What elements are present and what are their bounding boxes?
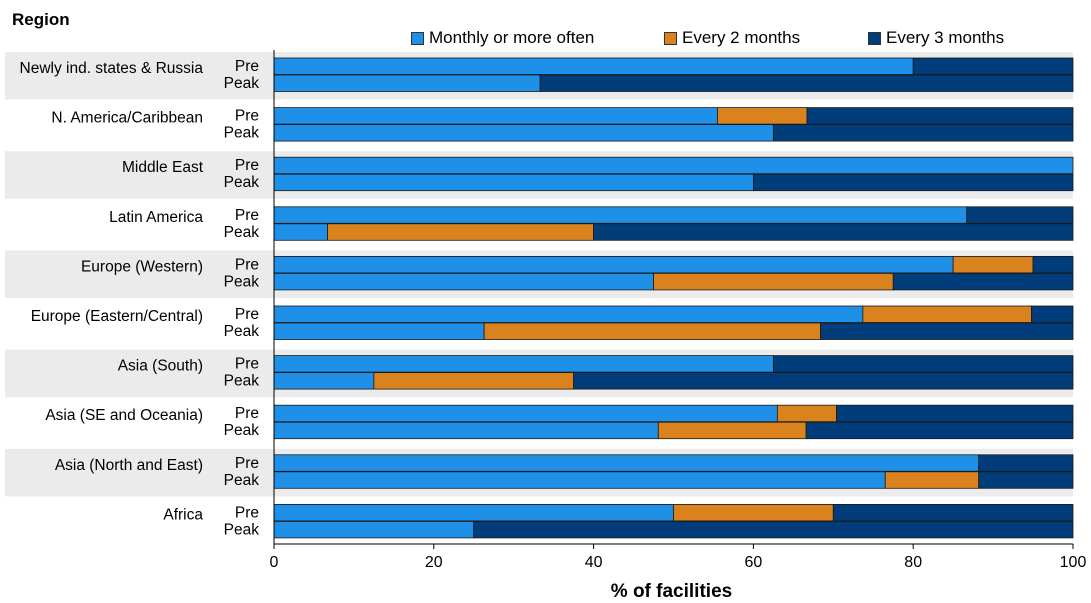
bar-segment-every-3-months xyxy=(978,471,1074,489)
bar-segment-every-3-months xyxy=(806,107,1074,125)
bar-segment-every-3-months xyxy=(836,404,1074,423)
bar-segment-every-3-months xyxy=(593,223,1074,241)
x-tick-label: 40 xyxy=(585,554,603,571)
bar-label-pre: Pre xyxy=(235,58,259,75)
bar-segment-monthly xyxy=(273,156,1074,175)
bar-segment-every-3-months xyxy=(805,421,1074,440)
legend-swatch-every-3-months xyxy=(868,31,881,45)
bar-segment-monthly xyxy=(273,272,654,291)
region-label: N. America/Caribbean xyxy=(51,110,203,127)
legend-swatch-every-2-months xyxy=(664,31,677,45)
region-label: Africa xyxy=(163,506,203,523)
bar-segment-every-3-months xyxy=(772,124,1074,142)
bar-label-peak: Peak xyxy=(224,125,260,142)
bar-segment-monthly xyxy=(273,107,718,125)
bar-label-peak: Peak xyxy=(224,472,260,489)
region-label: Asia (North and East) xyxy=(55,457,203,474)
bar-segment-every-3-months xyxy=(912,57,1074,75)
legend-label-monthly: Monthly or more often xyxy=(429,28,595,47)
bar-segment-monthly xyxy=(273,322,485,340)
bar-label-pre: Pre xyxy=(235,405,259,422)
region-header: Region xyxy=(12,10,70,29)
legend-label-every-3-months: Every 3 months xyxy=(886,28,1005,47)
bar-segment-monthly xyxy=(273,404,778,423)
bar-segment-monthly xyxy=(273,206,968,224)
bar-segment-every-2-months xyxy=(776,404,837,423)
bar-segment-every-3-months xyxy=(892,272,1074,291)
bar-segment-monthly xyxy=(273,355,774,373)
bar-segment-every-2-months xyxy=(862,305,1032,323)
bar-segment-every-3-months xyxy=(1031,305,1074,323)
bar-segment-every-2-months xyxy=(884,471,980,489)
bar-segment-monthly xyxy=(273,521,475,539)
bar-segment-every-2-months xyxy=(657,421,807,440)
bar-label-pre: Pre xyxy=(235,207,259,224)
legend-label-every-2-months: Every 2 months xyxy=(682,28,801,47)
legend: Monthly or more often Every 2 months Eve… xyxy=(0,28,1091,50)
bar-segment-every-3-months xyxy=(753,173,1074,192)
bar-label-pre: Pre xyxy=(235,108,259,125)
bar-segment-every-2-months xyxy=(717,107,808,125)
legend-item-every-3-months: Every 3 months xyxy=(868,28,1004,48)
bar-segment-every-2-months xyxy=(653,272,894,291)
legend-item-monthly: Monthly or more often xyxy=(411,28,594,48)
region-label: Latin America xyxy=(109,209,203,226)
bar-segment-every-3-months xyxy=(539,74,1074,92)
bar-segment-every-3-months xyxy=(1032,255,1074,274)
bar-segment-monthly xyxy=(273,255,954,274)
region-label: Asia (South) xyxy=(118,358,203,375)
bar-label-pre: Pre xyxy=(235,504,259,521)
bar-segment-monthly xyxy=(273,74,541,92)
region-label: Asia (SE and Oceania) xyxy=(45,407,203,424)
region-label: Europe (Eastern/Central) xyxy=(31,308,203,325)
bar-segment-every-2-months xyxy=(673,503,834,522)
bar-segment-every-2-months xyxy=(952,255,1034,274)
bar-label-peak: Peak xyxy=(224,373,260,390)
x-tick-label: 80 xyxy=(904,554,922,571)
bar-segment-every-3-months xyxy=(820,322,1074,340)
bar-label-pre: Pre xyxy=(235,306,259,323)
bar-segment-monthly xyxy=(273,421,659,440)
bar-label-peak: Peak xyxy=(224,323,260,340)
bar-segment-monthly xyxy=(273,503,674,522)
bar-label-peak: Peak xyxy=(224,174,260,191)
x-tick-label: 0 xyxy=(270,554,279,571)
bar-segment-every-3-months xyxy=(978,454,1074,472)
bar-label-pre: Pre xyxy=(235,256,259,273)
region-label: Middle East xyxy=(122,159,204,176)
legend-item-every-2-months: Every 2 months xyxy=(664,28,800,48)
bar-label-pre: Pre xyxy=(235,157,259,174)
x-tick-label: 20 xyxy=(425,554,443,571)
bar-segment-every-3-months xyxy=(832,503,1074,522)
x-tick-label: 60 xyxy=(745,554,763,571)
bar-segment-every-3-months xyxy=(473,521,1074,539)
bar-label-peak: Peak xyxy=(224,273,260,290)
x-tick-label: 100 xyxy=(1060,554,1087,571)
bar-segment-every-2-months xyxy=(373,372,575,390)
bar-label-peak: Peak xyxy=(224,224,260,241)
bar-segment-every-2-months xyxy=(327,223,594,241)
bar-label-pre: Pre xyxy=(235,455,259,472)
bar-segment-monthly xyxy=(273,305,864,323)
bar-segment-monthly xyxy=(273,173,754,192)
bar-segment-monthly xyxy=(273,454,980,472)
x-axis-title: % of facilities xyxy=(610,581,733,602)
bar-segment-monthly xyxy=(273,223,328,241)
bar-segment-every-3-months xyxy=(573,372,1074,390)
bar-label-peak: Peak xyxy=(224,75,260,92)
bar-segment-every-2-months xyxy=(483,322,821,340)
bar-segment-monthly xyxy=(273,57,914,75)
bar-label-peak: Peak xyxy=(224,521,260,538)
bar-segment-monthly xyxy=(273,124,774,142)
bar-label-peak: Peak xyxy=(224,422,260,439)
region-label: Newly ind. states & Russia xyxy=(20,60,204,77)
bar-label-pre: Pre xyxy=(235,356,259,373)
legend-swatch-monthly xyxy=(411,31,424,45)
bar-segment-every-3-months xyxy=(772,355,1074,373)
region-label: Europe (Western) xyxy=(81,258,203,275)
bar-segment-monthly xyxy=(273,471,886,489)
bar-segment-monthly xyxy=(273,372,375,390)
bar-segment-every-3-months xyxy=(966,206,1074,224)
